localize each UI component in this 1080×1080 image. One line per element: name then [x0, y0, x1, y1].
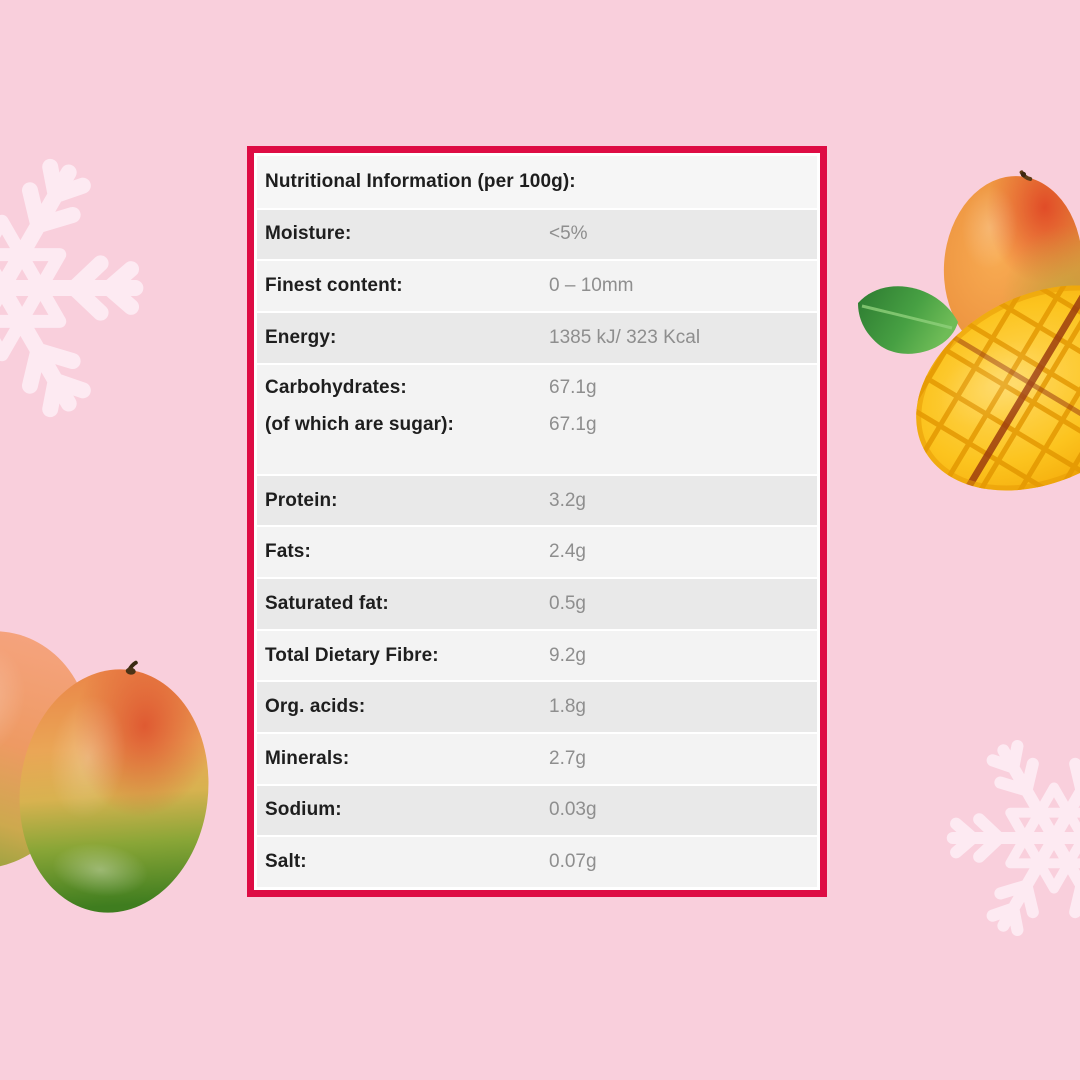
- row-value: 0 – 10mm: [549, 275, 634, 297]
- row-value: <5%: [549, 223, 588, 245]
- row-value: 1385 kJ/ 323 Kcal: [549, 326, 701, 348]
- row-sublabel: (of which are sugar):: [265, 414, 454, 436]
- table-row: Total Dietary Fibre: 9.2g: [257, 630, 817, 681]
- table-row: Saturated fat: 0.5g: [257, 579, 817, 629]
- table-row: Moisture: <5%: [257, 209, 817, 260]
- row-subvalue: 67.1g: [549, 414, 597, 436]
- row-label: Saturated fat:: [265, 592, 389, 614]
- row-label: Carbohydrates:: [265, 377, 407, 399]
- nutrition-table-title-row: Nutritional Information (per 100g):: [257, 156, 817, 208]
- table-title: Nutritional Information (per 100g):: [265, 170, 576, 192]
- row-value: 2.4g: [549, 541, 586, 563]
- row-label: Total Dietary Fibre:: [265, 644, 439, 666]
- row-value: 2.7g: [549, 747, 586, 769]
- table-row: Sodium: 0.03g: [257, 785, 817, 836]
- row-label: Finest content:: [265, 275, 403, 297]
- table-row: Energy: 1385 kJ/ 323 Kcal: [257, 312, 817, 363]
- nutrition-table: Nutritional Information (per 100g): Mois…: [247, 146, 827, 897]
- table-row: Minerals: 2.7g: [257, 734, 817, 784]
- row-value: 0.07g: [549, 851, 597, 873]
- mango-leaf-icon: [858, 286, 958, 354]
- row-label: Minerals:: [265, 747, 350, 769]
- table-row: Finest content: 0 – 10mm: [257, 261, 817, 311]
- table-row: Fats: 2.4g: [257, 527, 817, 578]
- row-value: 0.03g: [549, 799, 597, 821]
- row-value: 3.2g: [549, 489, 586, 511]
- row-label: Moisture:: [265, 223, 352, 245]
- row-label: Fats:: [265, 541, 311, 563]
- front-mango-bottom-left-image: [19, 660, 209, 913]
- table-row: Protein: 3.2g: [257, 475, 817, 526]
- row-value: 1.8g: [549, 696, 586, 718]
- row-label: Protein:: [265, 489, 338, 511]
- row-label: Sodium:: [265, 799, 342, 821]
- row-label: Org. acids:: [265, 696, 366, 718]
- row-value: 67.1g: [549, 377, 597, 399]
- row-value: 0.5g: [549, 592, 586, 614]
- snowflake-top-left-icon: [0, 160, 135, 416]
- table-row: Org. acids: 1.8g: [257, 682, 817, 732]
- table-row: Carbohydrates: 67.1g (of which are sugar):…: [257, 364, 817, 474]
- row-label: Energy:: [265, 326, 337, 348]
- row-value: 9.2g: [549, 644, 586, 666]
- snowflake-bottom-right-icon: [953, 741, 1080, 935]
- row-label: Salt:: [265, 851, 307, 873]
- table-row: Salt: 0.07g: [257, 837, 817, 887]
